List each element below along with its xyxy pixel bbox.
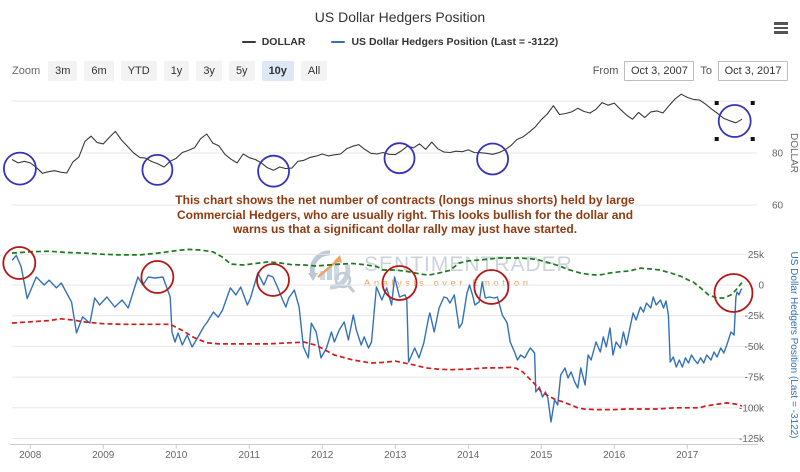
y-tick-label: -25k (745, 311, 765, 322)
selection-handle[interactable] (714, 101, 719, 106)
selection-handle[interactable] (714, 137, 719, 142)
range-button-all[interactable]: All (300, 61, 328, 81)
x-tick-label: 2010 (165, 450, 188, 461)
legend-label: DOLLAR (261, 36, 306, 48)
range-button-5y[interactable]: 5y (228, 61, 255, 81)
x-tick-label: 2016 (603, 450, 626, 461)
range-button-3m[interactable]: 3m (48, 61, 78, 81)
y-tick-label: 60 (772, 201, 784, 212)
annotation-circle[interactable] (3, 151, 37, 186)
to-date-input[interactable] (718, 61, 788, 81)
annotation-circle[interactable] (381, 265, 418, 301)
x-tick-label: 2015 (530, 450, 553, 461)
series-lines (11, 93, 743, 423)
zoom-label: Zoom (12, 65, 41, 77)
annotation-circle[interactable] (713, 273, 754, 313)
range-selector: Zoom 3m 6m YTD 1y 3y 5y 10y All (12, 61, 328, 81)
y-tick-label: -75k (745, 373, 765, 384)
upper-band-line (11, 248, 743, 299)
dollar-legend-dash-icon (241, 40, 256, 44)
x-tick-label: 2013 (384, 450, 407, 461)
to-label: To (700, 65, 712, 77)
date-range: From To (593, 61, 788, 81)
annotation-circle[interactable] (141, 153, 174, 186)
legend: DOLLAR US Dollar Hedgers Position (Last … (0, 36, 800, 48)
page-title: US Dollar Hedgers Position (314, 9, 486, 25)
from-label: From (592, 65, 619, 77)
chart-annotation-text: This chart shows the net number of contr… (145, 193, 665, 237)
range-button-10y[interactable]: 10y (261, 61, 294, 81)
watermark-subtitle: Analysis over Emotion (364, 278, 532, 289)
annotation-circle[interactable] (257, 154, 290, 188)
watermark-title: SENTIMENTRADER (364, 253, 573, 276)
range-button-6m[interactable]: 6m (84, 61, 114, 81)
range-button-3y[interactable]: 3y (196, 61, 222, 81)
lower-band-line (11, 317, 743, 411)
axes: 25k 0 -25k -50k -75k -100k -125k 80 60 2008 2009 20… (10, 149, 784, 461)
legend-label: US Dollar Hedgers Position (Last = -3122… (351, 36, 559, 48)
annotation-line: This chart shows the net number of contr… (175, 193, 635, 207)
annotation-circle[interactable] (383, 142, 416, 175)
selection-handle[interactable] (750, 101, 755, 106)
selection-handle[interactable] (750, 137, 755, 142)
x-tick-label: 2011 (238, 450, 260, 461)
annotation-line: warns us that a significant dollar rally… (232, 222, 578, 236)
y-tick-label: -50k (745, 342, 765, 353)
chart-menu-icon[interactable] (772, 17, 796, 39)
legend-item-hedgers[interactable]: US Dollar Hedgers Position (Last = -3122… (331, 36, 558, 48)
y-tick-label: 80 (772, 149, 784, 160)
range-button-1y[interactable]: 1y (163, 61, 190, 81)
sentimentrader-logo-icon (308, 250, 356, 293)
hedgers-axis-title: US Dollar Hedgers Position (Last = -3122… (788, 251, 799, 438)
x-tick-label: 2009 (92, 450, 115, 461)
legend-item-dollar[interactable]: DOLLAR (241, 36, 306, 48)
y-tick-label: 25k (748, 250, 765, 261)
annotation-circle[interactable] (256, 263, 290, 297)
x-tick-label: 2012 (311, 450, 334, 461)
annotation-circles (2, 101, 755, 313)
annotation-circle[interactable] (2, 246, 37, 280)
hedgers-series-line (11, 254, 743, 423)
dollar-series-line (11, 93, 743, 174)
watermark: SENTIMENTRADER Analysis over Emotion (304, 247, 573, 295)
annotation-line: Commercial Hedgers, who are usually righ… (176, 207, 634, 222)
y-tick-label: 0 (758, 281, 764, 292)
hedgers-legend-dash-icon (331, 40, 346, 44)
y-tick-label: -100k (739, 403, 765, 414)
annotation-circle[interactable] (140, 260, 175, 294)
annotation-circle[interactable] (476, 142, 509, 176)
from-date-input[interactable] (624, 61, 695, 81)
x-tick-label: 2008 (19, 450, 42, 461)
annotation-circle[interactable] (473, 269, 510, 305)
x-tick-label: 2017 (676, 450, 699, 461)
x-tick-label: 2014 (457, 450, 480, 461)
y-tick-label: -125k (739, 434, 765, 445)
dollar-axis-title: DOLLAR (788, 133, 799, 173)
annotation-circle[interactable] (717, 104, 752, 138)
range-button-ytd[interactable]: YTD (120, 61, 157, 81)
